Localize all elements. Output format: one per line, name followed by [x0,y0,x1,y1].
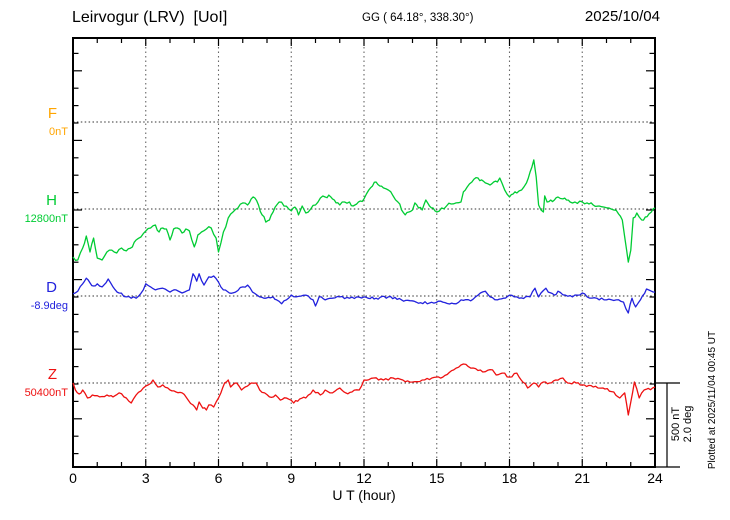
geographic-coordinates: GG ( 64.18°, 338.30°) [362,12,474,24]
axis-tick-marks [72,38,656,467]
scale-bar-label-nt: 500 nT [670,407,682,442]
x-tick-label: 6 [214,470,223,486]
x-tick-label: 24 [647,470,663,486]
trace-D [72,273,656,314]
x-tick-label: 15 [428,470,445,486]
x-tick-label: 0 [69,470,77,486]
plotted-at-note: Plotted at 2025/11/04 00:45 UT [707,331,718,469]
channel-baseline-D: -8.9deg [30,300,68,312]
station-title: Leirvogur (LRV) [UoI] [72,9,228,26]
channel-letter-D: D [46,279,57,296]
x-tick-label: 3 [141,470,150,486]
channel-baseline-F: 0nT [49,126,68,138]
x-tick-label: 12 [356,470,372,486]
x-tick-label: 18 [501,470,518,486]
trace-Z [72,363,656,416]
x-tick-label: 21 [574,470,591,486]
x-axis-label: U T (hour) [332,487,396,503]
x-tick-label: 9 [287,470,296,486]
grid-vertical [145,38,583,467]
trace-H [72,159,656,263]
channel-baseline-Z: 50400nT [24,387,68,399]
channel-letter-H: H [46,192,57,209]
channel-letter-F: F [47,105,57,122]
channel-letter-Z: Z [47,366,57,383]
grid-horizontal [73,121,655,384]
scale-bar-label-deg: 2.0 deg [682,406,694,443]
channel-baseline-H: 12800nT [24,213,68,225]
scale-bracket [656,382,680,468]
plot-date: 2025/10/04 [584,8,660,25]
